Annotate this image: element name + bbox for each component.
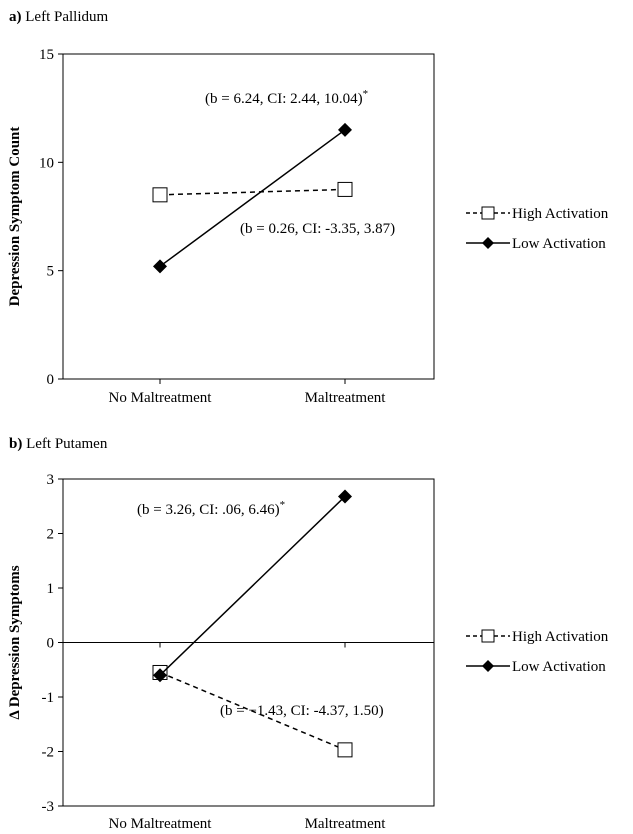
significance-marker: * [363, 88, 369, 100]
x-category-label: No Maltreatment [109, 390, 213, 406]
annotation-label: (b = 0.26, CI: -3.35, 3.87) [240, 221, 395, 237]
series-line-low-activation [159, 129, 346, 267]
y-axis-label: Δ Depression Symptoms [7, 565, 23, 719]
series-line-high-activation [159, 188, 346, 196]
legend-item-low-activation: Low Activation [466, 236, 606, 252]
data-point-high-activation [337, 742, 353, 758]
chart-panel-a: a) Left Pallidum 0 5 10 15 No Maltreatment Mal… [7, 9, 609, 406]
y-tick-label: 0 [47, 372, 55, 388]
data-point-high-activation [152, 187, 168, 203]
y-tick-label: -1 [42, 690, 55, 706]
y-tick-label: 5 [47, 264, 55, 280]
y-tick-label: 0 [47, 636, 55, 652]
annotation-text: (b = 6.24, CI: 2.44, 10.04) [205, 91, 363, 107]
panel-title: a) Left Pallidum [9, 9, 108, 25]
legend-item-high-activation: High Activation [466, 629, 609, 645]
panel-title: b) Left Putamen [9, 436, 108, 452]
data-point-low-activation [153, 259, 167, 274]
legend-marker [482, 660, 494, 672]
data-point-high-activation [337, 181, 353, 197]
panel-id-label: a) [9, 9, 22, 25]
data-point-low-activation [338, 489, 352, 504]
legend-label: Low Activation [512, 659, 606, 675]
legend-label: High Activation [512, 629, 609, 645]
y-tick-label: 2 [47, 527, 55, 543]
annotation-label: (b = −1.43, CI: -4.37, 1.50) [220, 703, 384, 719]
panel-title-text: Left Pallidum [22, 9, 109, 25]
legend-marker [482, 237, 494, 249]
y-tick-label: -2 [42, 745, 55, 761]
annotation-text: (b = 0.26, CI: -3.35, 3.87) [240, 221, 395, 237]
legend-marker [481, 206, 495, 220]
panel-id-label: b) [9, 436, 22, 452]
x-category-label: No Maltreatment [109, 816, 213, 832]
panel-title-text: Left Putamen [22, 436, 107, 452]
x-category-label: Maltreatment [305, 390, 387, 406]
y-tick-label: 15 [39, 47, 54, 63]
legend-label: Low Activation [512, 236, 606, 252]
y-tick-label: 1 [47, 581, 55, 597]
y-tick-label: 10 [39, 155, 54, 171]
chart-panel-b: b) Left Putamen -3 -2 -1 0 1 2 3 No Maltreatment… [7, 436, 609, 832]
x-category-label: Maltreatment [305, 816, 387, 832]
legend-marker [481, 629, 495, 643]
annotation-text: (b = 3.26, CI: .06, 6.46) [137, 502, 280, 518]
annotation-label: (b = 6.24, CI: 2.44, 10.04)* [205, 88, 368, 107]
legend-item-high-activation: High Activation [466, 206, 609, 222]
y-tick-label: 3 [47, 472, 55, 488]
y-axis-label: Depression Symptom Count [7, 127, 23, 307]
data-point-low-activation [338, 122, 352, 137]
significance-marker: * [280, 499, 286, 511]
series-line-high-activation [159, 671, 346, 751]
annotation-text: (b = −1.43, CI: -4.37, 1.50) [220, 703, 384, 719]
legend-item-low-activation: Low Activation [466, 659, 606, 675]
data-point-low-activation [153, 668, 167, 683]
plot-frame [62, 53, 435, 380]
legend-label: High Activation [512, 206, 609, 222]
y-tick-label: -3 [42, 799, 55, 815]
annotation-label: (b = 3.26, CI: .06, 6.46)* [137, 499, 285, 518]
series-line-low-activation [159, 495, 346, 676]
